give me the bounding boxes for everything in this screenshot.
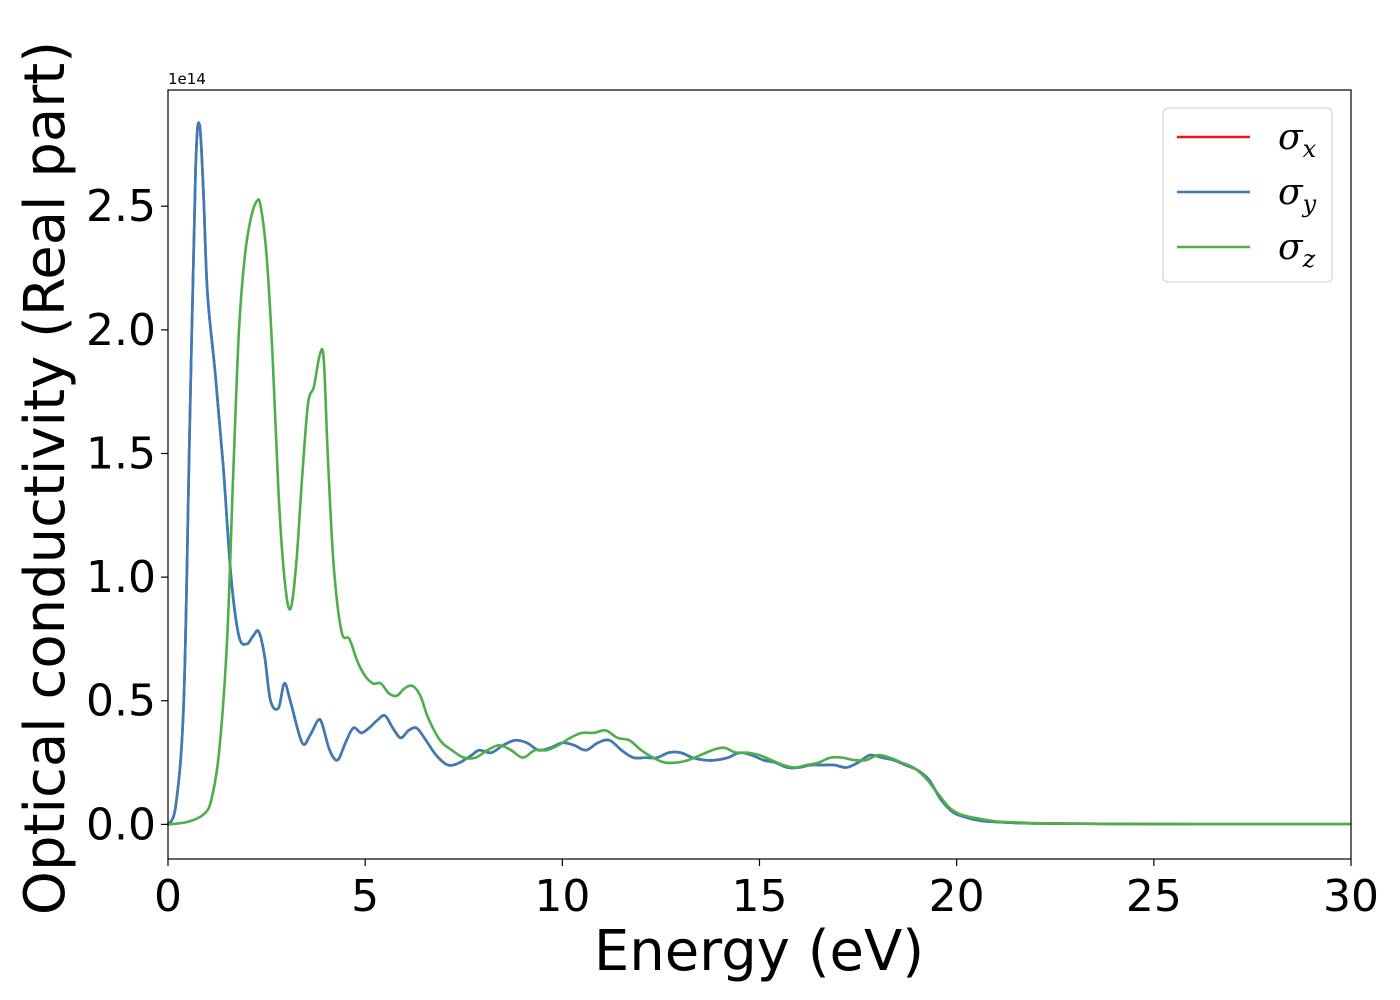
x-tick-label: 0 — [154, 871, 182, 922]
legend-label-x: σx — [1278, 117, 1317, 163]
series-line-y — [166, 121, 1351, 826]
x-tick-label: 5 — [351, 871, 379, 922]
y-axis-ticks: 0.0 0.5 1.0 1.5 2.0 2.5 — [86, 181, 168, 850]
y-axis-title: Optical conductivity (Real part) — [13, 41, 78, 915]
series-line-z — [167, 198, 1351, 826]
y-tick-label: 0.0 — [86, 799, 156, 850]
series-layer — [166, 121, 1351, 826]
y-offset-label: 1e14 — [168, 70, 206, 88]
x-tick-label: 25 — [1126, 871, 1182, 922]
y-tick-label: 1.0 — [86, 552, 156, 603]
legend: σx σy σz — [1162, 107, 1333, 283]
x-tick-label: 10 — [534, 871, 590, 922]
x-tick-label: 30 — [1323, 871, 1379, 922]
x-axis-title: Energy (eV) — [594, 919, 924, 984]
y-tick-label: 2.5 — [86, 181, 156, 232]
legend-label-z: σz — [1278, 227, 1316, 273]
y-tick-label: 1.5 — [86, 428, 156, 479]
x-tick-label: 20 — [929, 871, 985, 922]
y-tick-label: 0.5 — [86, 676, 156, 727]
legend-label-y: σy — [1278, 172, 1317, 218]
legend-box — [1162, 107, 1333, 283]
y-tick-label: 2.0 — [86, 305, 156, 356]
x-axis-ticks: 0 5 10 15 20 25 30 — [154, 859, 1379, 922]
x-tick-label: 15 — [732, 871, 788, 922]
